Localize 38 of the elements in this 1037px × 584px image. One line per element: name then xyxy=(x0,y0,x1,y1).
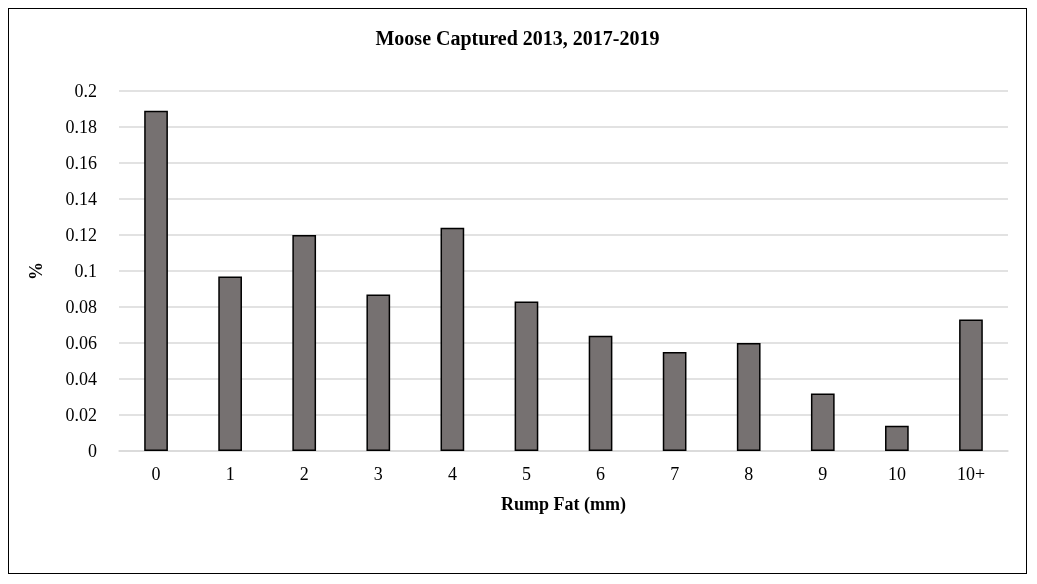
x-tick-label: 4 xyxy=(447,464,457,484)
y-tick-label: 0.14 xyxy=(65,189,97,209)
bar xyxy=(366,294,391,451)
x-tick-label: 9 xyxy=(818,464,828,484)
bar xyxy=(810,393,835,451)
y-tick-label: 0.2 xyxy=(74,81,97,101)
bar xyxy=(144,110,168,451)
y-tick-label: 0.16 xyxy=(65,153,97,173)
y-tick-label: 0.18 xyxy=(65,117,97,137)
bar xyxy=(736,343,761,451)
y-axis-title: % xyxy=(26,262,46,280)
y-tick-label: 0.1 xyxy=(74,261,97,281)
bar xyxy=(218,276,242,451)
x-axis-title: Rump Fat (mm) xyxy=(501,494,626,515)
bar xyxy=(662,352,687,451)
x-tick-label: 10 xyxy=(887,464,906,484)
chart-title: Moose Captured 2013, 2017-2019 xyxy=(375,27,660,50)
x-tick-label: 2 xyxy=(299,464,309,484)
y-tick-label: 0 xyxy=(88,441,97,461)
x-tick-label: 6 xyxy=(596,464,606,484)
bar xyxy=(959,319,983,451)
x-tick-label: 5 xyxy=(521,464,531,484)
bar xyxy=(514,301,539,451)
x-tick-label: 8 xyxy=(744,464,754,484)
x-tick-label: 3 xyxy=(373,464,383,484)
y-tick-label: 0.08 xyxy=(65,297,97,317)
bar xyxy=(885,425,909,451)
bar xyxy=(588,335,613,451)
bar xyxy=(440,227,465,451)
x-tick-label: 1 xyxy=(225,464,235,484)
y-tick-label: 0.06 xyxy=(65,333,97,353)
x-tick-label: 7 xyxy=(670,464,680,484)
bar xyxy=(292,235,317,451)
y-tick-label: 0.12 xyxy=(65,225,97,245)
y-tick-label: 0.04 xyxy=(65,369,97,389)
y-tick-label: 0.02 xyxy=(65,405,97,425)
x-tick-label: 10+ xyxy=(956,464,986,484)
x-tick-label: 0 xyxy=(151,464,161,484)
